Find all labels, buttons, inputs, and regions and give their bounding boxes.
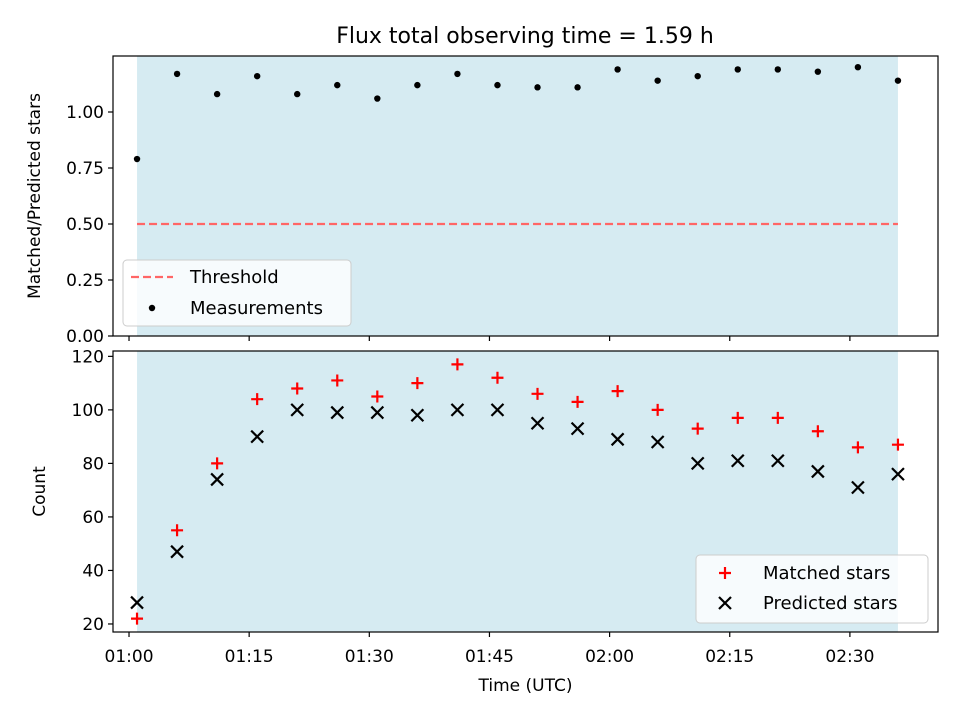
measurement-point (734, 66, 741, 73)
matched-star-point (651, 403, 664, 416)
matched-star-point (171, 524, 184, 537)
measurement-point (253, 72, 261, 80)
matched-star-point (371, 390, 384, 403)
legend-frame (122, 259, 352, 327)
predicted-star-point (370, 405, 385, 420)
matched-star-point (771, 411, 784, 424)
measurement-point (574, 84, 581, 91)
legend-measurements-label: Measurements (190, 298, 323, 319)
matched-star-point (691, 422, 704, 435)
predicted-star-point (771, 453, 785, 468)
matched-star-point (291, 382, 304, 395)
y-axis-label: Count (30, 466, 50, 517)
axes-frame (112, 350, 939, 633)
measurement-point (814, 68, 822, 75)
predicted-star-point (650, 435, 665, 449)
predicted-star-point (851, 480, 865, 495)
legend-frame (695, 554, 929, 624)
measurement-point (294, 90, 301, 98)
y-axis-label: Matched/Predicted stars (25, 93, 45, 299)
matched-star-point (611, 385, 624, 398)
measurement-point (854, 63, 862, 71)
x-tick-label: 01:00 (105, 647, 154, 667)
predicted-star-point (610, 432, 625, 447)
matched-star-point (491, 371, 504, 384)
x-tick-label: 02:00 (585, 647, 634, 667)
measurement-point (494, 81, 501, 89)
chart-title: Flux total observing time = 1.59 h (336, 24, 714, 49)
matched-star-point (891, 438, 904, 451)
measurement-point (334, 81, 341, 89)
predicted-star-point (730, 453, 745, 468)
matched-star-point (851, 441, 864, 454)
y-tick-label: 0.75 (66, 159, 104, 179)
legend-measurements-swatch (148, 304, 156, 312)
predicted-star-point (811, 464, 825, 479)
legend-matched-label: Matched stars (763, 563, 890, 584)
measurement-point (454, 70, 461, 78)
legend-predicted-label: Predicted stars (763, 593, 897, 614)
y-tick-label: 100 (72, 401, 104, 421)
matched-star-point (131, 612, 144, 625)
predicted-star-point (130, 595, 144, 610)
y-tick-label: 40 (82, 561, 104, 581)
legend: Threshold Measurements (122, 259, 352, 327)
predicted-star-point (490, 403, 505, 417)
legend-matched-swatch (719, 567, 731, 579)
measurement-point (173, 70, 181, 78)
top-axes: 0.00 0.25 0.50 0.75 1.00 Matched/Predicted st… (25, 55, 939, 347)
measurement-point (614, 66, 621, 73)
predicted-star-point (410, 408, 425, 423)
x-tick-label: 02:30 (825, 647, 874, 667)
predicted-star-point (891, 467, 905, 481)
legend-predicted-swatch (718, 596, 732, 610)
y-tick-label: 20 (82, 615, 104, 635)
predicted-star-point (530, 416, 545, 431)
matched-star-point (531, 387, 544, 400)
predicted-star-point (290, 403, 305, 417)
matched-star-point (211, 457, 224, 470)
matched-star-point (251, 393, 264, 406)
predicted-star-point (690, 456, 705, 471)
y-tick-label: 0.25 (66, 271, 104, 291)
matched-star-point (411, 377, 424, 390)
measurement-point (694, 72, 701, 80)
x-axis-label: Time (UTC) (478, 676, 573, 696)
y-tick-label: 0.00 (66, 327, 104, 347)
predicted-star-point (450, 403, 465, 417)
matched-star-point (571, 395, 584, 408)
predicted-star-point (170, 544, 184, 559)
matched-star-point (451, 358, 464, 371)
measurement-point (774, 66, 782, 73)
measurement-point (133, 155, 141, 163)
y-tick-label: 120 (72, 347, 104, 367)
x-tick-label: 02:15 (705, 647, 754, 667)
matched-star-point (331, 374, 344, 387)
predicted-star-point (330, 405, 345, 420)
predicted-star-point (210, 472, 224, 487)
y-tick-label: 60 (82, 508, 104, 528)
predicted-star-point (570, 421, 585, 436)
x-tick-label: 01:30 (345, 647, 394, 667)
measurement-point (414, 81, 421, 89)
matched-star-point (811, 425, 824, 438)
x-tick-label: 01:45 (465, 647, 514, 667)
y-tick-label: 0.50 (66, 215, 104, 235)
y-tick-label: 80 (82, 454, 104, 474)
x-tick-label: 01:15 (225, 647, 274, 667)
measurement-point (374, 95, 381, 102)
legend-threshold-label: Threshold (189, 267, 279, 288)
axes-frame (112, 55, 939, 337)
predicted-star-point (250, 429, 264, 444)
measurement-point (534, 84, 541, 91)
measurement-point (894, 77, 902, 84)
y-tick-label: 1.00 (66, 103, 104, 123)
measurement-point (654, 77, 661, 84)
legend: Matched stars Predicted stars (695, 554, 929, 624)
matched-star-point (731, 411, 744, 424)
bottom-axes: 20 40 60 80 100 120 01:00 01:15 01:30 01:45 02:00 0… (30, 347, 939, 696)
measurement-point (213, 90, 221, 98)
